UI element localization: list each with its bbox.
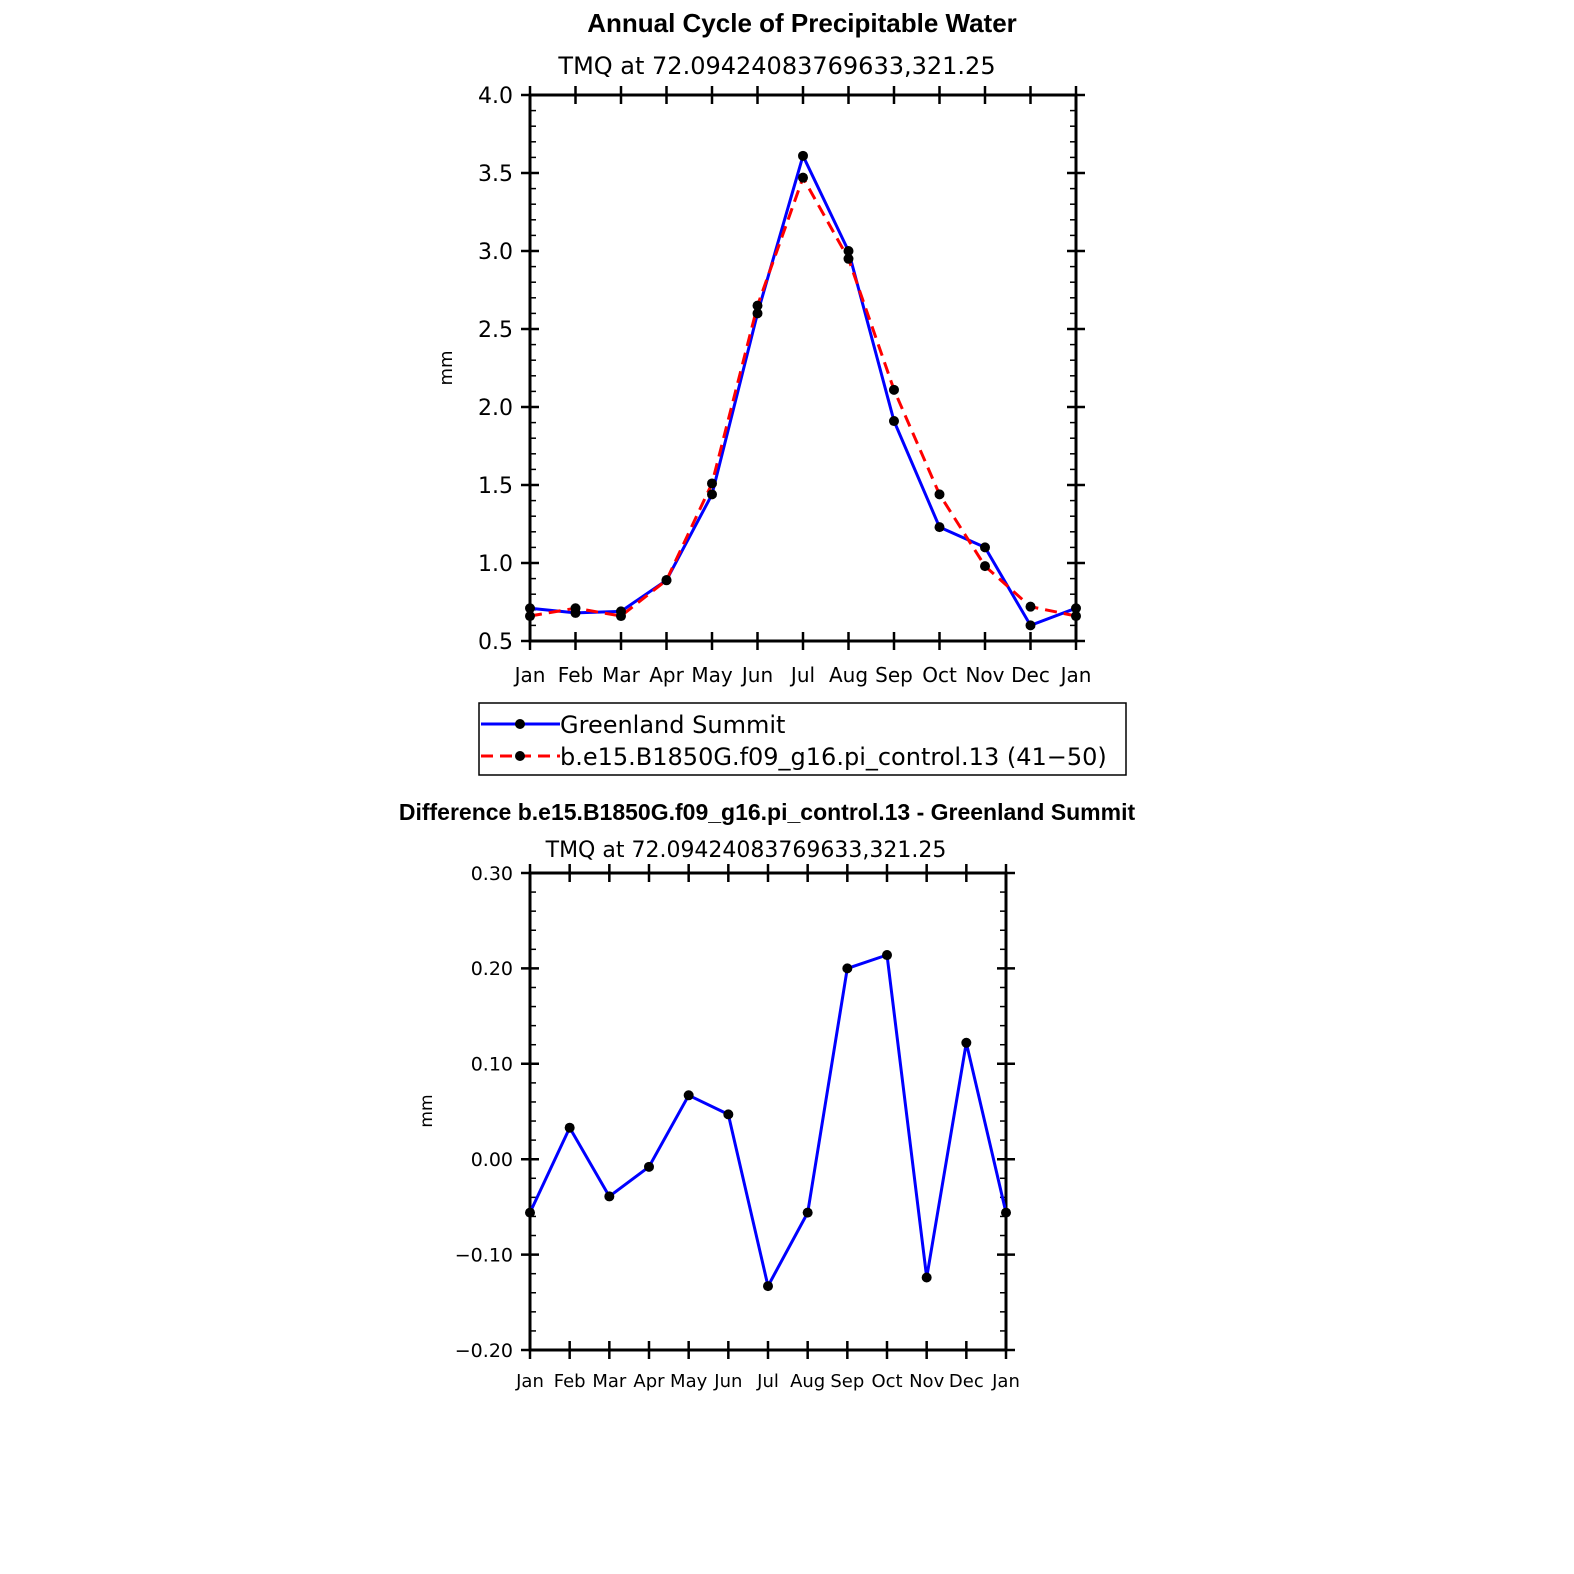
series-layer: [525, 150, 1081, 631]
data-point-series-0: [798, 150, 808, 161]
y-tick-label: 0.20: [471, 958, 513, 980]
data-point-series-0: [934, 522, 945, 533]
y-tick-label: 0.30: [471, 863, 513, 885]
x-tick-label: Apr: [649, 663, 684, 687]
data-point-series-0: [980, 542, 990, 553]
data-point-series-0: [882, 950, 892, 961]
data-point-series-1: [889, 384, 899, 395]
data-point-series-1: [1025, 601, 1036, 612]
precipitable-water-annual-cycle-chart: Annual Cycle of Precipitable Water TMQ a…: [436, 8, 1127, 776]
y-tick-label: 3.0: [478, 240, 513, 265]
x-tick-label: Nov: [965, 663, 1004, 687]
data-point-series-0: [644, 1161, 654, 1172]
data-point-series-0: [707, 489, 717, 500]
chart-subtitle: TMQ at 72.09424083769633,321.25: [545, 838, 947, 863]
data-point-series-0: [1001, 1207, 1011, 1218]
x-tick-label: Feb: [554, 1371, 586, 1392]
plot-area: −0.20 −0.10 0.00 0.10 0.20 0.30 Jan Feb Mar Apr Ma…: [455, 863, 1020, 1392]
data-point-series-1: [798, 172, 808, 183]
series-line-0: [529, 154, 1077, 627]
data-point-series-1: [980, 561, 990, 572]
chart-title: Difference b.e15.B1850G.f09_g16.pi_contr…: [399, 799, 1136, 825]
x-tick-label: Jan: [515, 1371, 544, 1392]
data-point-series-0: [921, 1272, 932, 1283]
chart-subtitle: TMQ at 72.09424083769633,321.25: [557, 52, 995, 80]
data-point-series-0: [843, 246, 854, 256]
data-point-series-0: [683, 1090, 694, 1101]
y-tick-label: 3.5: [478, 162, 513, 187]
x-tick-label: Mar: [592, 1371, 627, 1392]
data-point-series-1: [752, 300, 763, 311]
data-point-series-0: [1071, 603, 1081, 614]
legend-label-greenland-summit: Greenland Summit: [560, 711, 785, 739]
y-tick-label: 0.10: [471, 1054, 513, 1076]
x-tick-label: Mar: [602, 663, 641, 687]
y-tick-label: −0.10: [455, 1244, 513, 1266]
data-point-series-0: [802, 1207, 813, 1218]
data-point-series-0: [763, 1281, 773, 1292]
data-point-series-1: [934, 489, 945, 500]
series-line-0: [528, 953, 1008, 1288]
data-point-series-0: [752, 308, 763, 319]
data-point-series-0: [1025, 620, 1036, 631]
data-point-series-1: [661, 575, 672, 586]
x-tick-label: May: [691, 663, 733, 687]
y-tick-label: 2.5: [478, 318, 513, 343]
data-point-series-0: [564, 1122, 575, 1133]
y-axis-label: mm: [417, 1094, 437, 1127]
plot-area: 0.5 1.0 1.5 2.0 2.5 3.0 3.5 4.0 Jan Feb Mar Apr May J…: [478, 84, 1091, 687]
data-point-series-1: [616, 611, 626, 622]
y-tick-label: 4.0: [478, 84, 513, 109]
legend-marker-greenland-summit: [515, 719, 525, 729]
series-line-1: [529, 176, 1077, 618]
y-tick-label: 1.0: [478, 552, 513, 577]
data-point-series-1: [525, 611, 535, 622]
plot-frame: [528, 871, 1008, 1352]
data-point-series-0: [842, 963, 853, 974]
data-point-series-0: [525, 1207, 535, 1218]
data-point-series-0: [604, 1191, 615, 1202]
x-tick-label: Jul: [789, 663, 815, 687]
data-point-series-0: [961, 1037, 972, 1048]
x-tick-label: Nov: [909, 1371, 944, 1392]
x-tick-label: Sep: [830, 1371, 864, 1392]
x-tick-label: Dec: [949, 1371, 984, 1392]
series-layer: [525, 950, 1011, 1292]
legend: Greenland Summit b.e15.B1850G.f09_g16.pi…: [478, 702, 1127, 776]
x-tick-label: Jan: [1059, 663, 1092, 687]
legend-label-model: b.e15.B1850G.f09_g16.pi_control.13 (41−5…: [560, 743, 1107, 771]
x-tick-label: Jun: [740, 663, 773, 687]
y-tick-label: 1.5: [478, 474, 513, 499]
y-tick-label: 0.5: [478, 630, 513, 655]
y-tick-label: 0.00: [471, 1149, 513, 1171]
data-point-series-1: [843, 253, 854, 264]
x-tick-label: Aug: [829, 663, 868, 687]
x-tick-label: Oct: [871, 1371, 902, 1392]
data-point-series-1: [570, 603, 581, 614]
x-tick-label: Feb: [558, 663, 593, 687]
x-tick-label: Apr: [633, 1371, 665, 1392]
x-tick-label: Jan: [991, 1371, 1020, 1392]
data-point-series-0: [889, 416, 899, 427]
x-tick-label: Aug: [790, 1371, 825, 1392]
legend-box: [478, 702, 1127, 776]
x-tick-label: Dec: [1011, 663, 1050, 687]
difference-chart: Difference b.e15.B1850G.f09_g16.pi_contr…: [399, 799, 1136, 1392]
x-tick-label: May: [670, 1371, 708, 1392]
chart-title: Annual Cycle of Precipitable Water: [587, 8, 1017, 38]
x-tick-label: Oct: [922, 663, 957, 687]
x-tick-label: Jun: [713, 1371, 742, 1392]
y-tick-label: 2.0: [478, 396, 513, 421]
x-tick-label: Jul: [756, 1371, 779, 1392]
x-tick-label: Jan: [513, 663, 546, 687]
data-point-series-0: [525, 603, 535, 614]
y-axis-label: mm: [436, 350, 457, 385]
data-point-series-1: [707, 478, 717, 489]
y-tick-label: −0.20: [455, 1340, 513, 1362]
x-tick-label: Sep: [875, 663, 913, 687]
legend-marker-model: [515, 751, 525, 761]
data-point-series-1: [1071, 611, 1081, 622]
data-point-series-0: [723, 1109, 734, 1120]
